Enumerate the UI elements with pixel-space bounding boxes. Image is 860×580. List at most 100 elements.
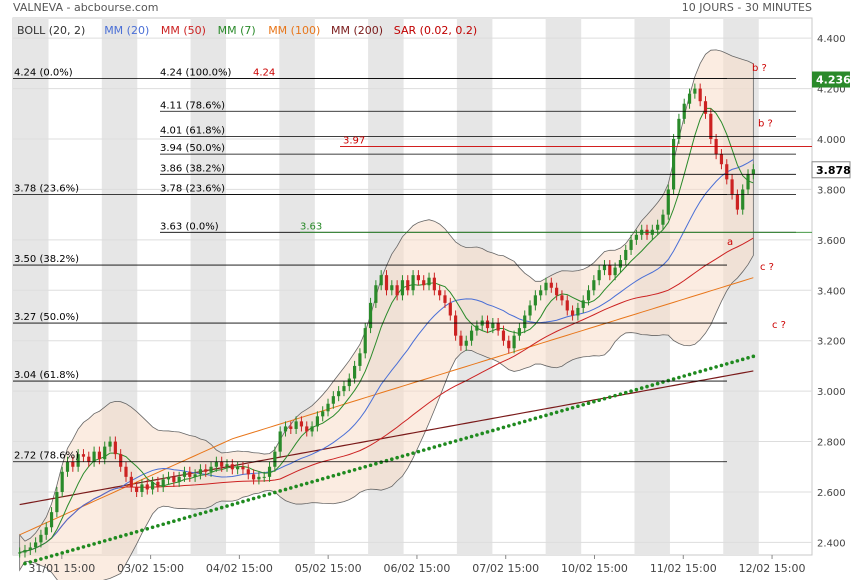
- candle-body: [76, 454, 80, 467]
- sar-dot: [602, 396, 607, 401]
- sar-dot: [33, 558, 38, 563]
- ma7-line: [19, 107, 754, 553]
- sar-dot: [491, 428, 495, 433]
- sar-dot: [485, 430, 490, 434]
- sar-dot: [251, 496, 256, 501]
- candle-body: [135, 486, 139, 492]
- sar-dot: [730, 360, 734, 365]
- candle-body: [719, 154, 724, 165]
- sar-dot: [586, 401, 591, 406]
- candle-body: [533, 295, 537, 306]
- y-tick-label: 4.000: [817, 135, 846, 146]
- sar-dot: [331, 474, 336, 478]
- candle-body: [108, 441, 112, 447]
- fib-lower-label: 3.04 (61.8%): [14, 370, 79, 381]
- y-tick-label: 3.400: [817, 286, 846, 297]
- sar-dot: [49, 554, 54, 558]
- sar-dot: [65, 549, 70, 554]
- candle-body: [278, 431, 282, 452]
- sar-dot: [379, 460, 383, 465]
- candle-body: [368, 302, 373, 329]
- sar-dot: [55, 552, 59, 557]
- sar-dot: [735, 359, 740, 363]
- candle-body: [677, 118, 681, 140]
- sar-dot: [554, 410, 559, 415]
- sar-dot: [581, 402, 586, 407]
- candle-body: [241, 466, 245, 470]
- sar-dot: [698, 369, 702, 374]
- candle-body: [145, 484, 149, 490]
- candle-body: [576, 307, 580, 316]
- sar-dot: [326, 475, 330, 480]
- fib-lower-label: 3.27 (50.0%): [14, 312, 79, 323]
- sar-dot: [544, 413, 548, 418]
- price-label: 4.24: [253, 68, 275, 79]
- candle-body: [230, 464, 234, 470]
- sar-dot: [342, 471, 346, 475]
- candle-body: [140, 484, 144, 492]
- candle-body: [92, 451, 96, 462]
- sar-dot: [448, 440, 453, 445]
- candle-body: [390, 285, 394, 291]
- sar-dot: [576, 404, 580, 409]
- sar-dot: [639, 386, 644, 390]
- candle-body: [629, 239, 633, 250]
- candle-body: [113, 441, 117, 455]
- sar-dot: [225, 504, 229, 508]
- sar-dot: [267, 492, 272, 496]
- candle-body: [432, 277, 436, 291]
- sar-dot: [187, 514, 192, 519]
- candle-body: [331, 396, 335, 404]
- sar-dot: [374, 461, 378, 466]
- sar-dot: [416, 449, 421, 454]
- candle-body: [18, 552, 22, 554]
- candle-body: [156, 481, 160, 487]
- sar-dot: [411, 451, 415, 455]
- candle-body: [267, 466, 272, 477]
- candle-body: [236, 466, 240, 470]
- candle-body: [119, 454, 123, 467]
- candle-body: [422, 280, 426, 286]
- sar-dot: [570, 405, 575, 410]
- sar-dot: [549, 412, 554, 416]
- sar-dot: [565, 407, 570, 412]
- candle-body: [49, 512, 54, 528]
- x-tick-label: 07/02 15:00: [472, 562, 539, 575]
- sar-dot: [209, 508, 213, 513]
- sar-dot: [44, 555, 49, 560]
- highlight-price-label: 4.236: [816, 74, 851, 87]
- candle-body: [342, 386, 346, 392]
- candle-body: [475, 325, 479, 331]
- candle-body: [406, 280, 410, 291]
- candle-body: [166, 476, 171, 480]
- sar-dot: [443, 442, 447, 446]
- candle-body: [103, 446, 107, 460]
- fib-upper-label: 4.24 (100.0%): [160, 68, 231, 79]
- candle-body: [150, 481, 155, 490]
- candle-body: [634, 234, 638, 240]
- sar-dot: [751, 354, 756, 359]
- sar-dot: [687, 372, 692, 377]
- sar-dot: [740, 357, 745, 362]
- wave-annotation: c ?: [772, 320, 786, 331]
- sar-dot: [592, 399, 596, 404]
- candle-body: [353, 365, 357, 379]
- candle-body: [693, 88, 697, 94]
- sar-dot: [512, 422, 516, 427]
- candle-body: [560, 295, 564, 301]
- candle-body: [544, 282, 548, 291]
- sar-dot: [517, 421, 522, 425]
- sar-dot: [203, 510, 208, 514]
- sar-dot: [124, 533, 128, 537]
- candle-body: [411, 275, 415, 291]
- fib-upper-label: 3.63 (0.0%): [160, 221, 219, 232]
- candle-body: [501, 330, 506, 341]
- sar-dot: [714, 365, 718, 369]
- ma20-line: [19, 159, 754, 553]
- sar-dot: [677, 375, 681, 380]
- sar-dot: [161, 522, 166, 527]
- wave-annotation: b ?: [752, 63, 767, 74]
- candle-body: [81, 454, 86, 457]
- sar-dot: [283, 487, 288, 492]
- x-tick-label: 12/02 15:00: [739, 562, 806, 575]
